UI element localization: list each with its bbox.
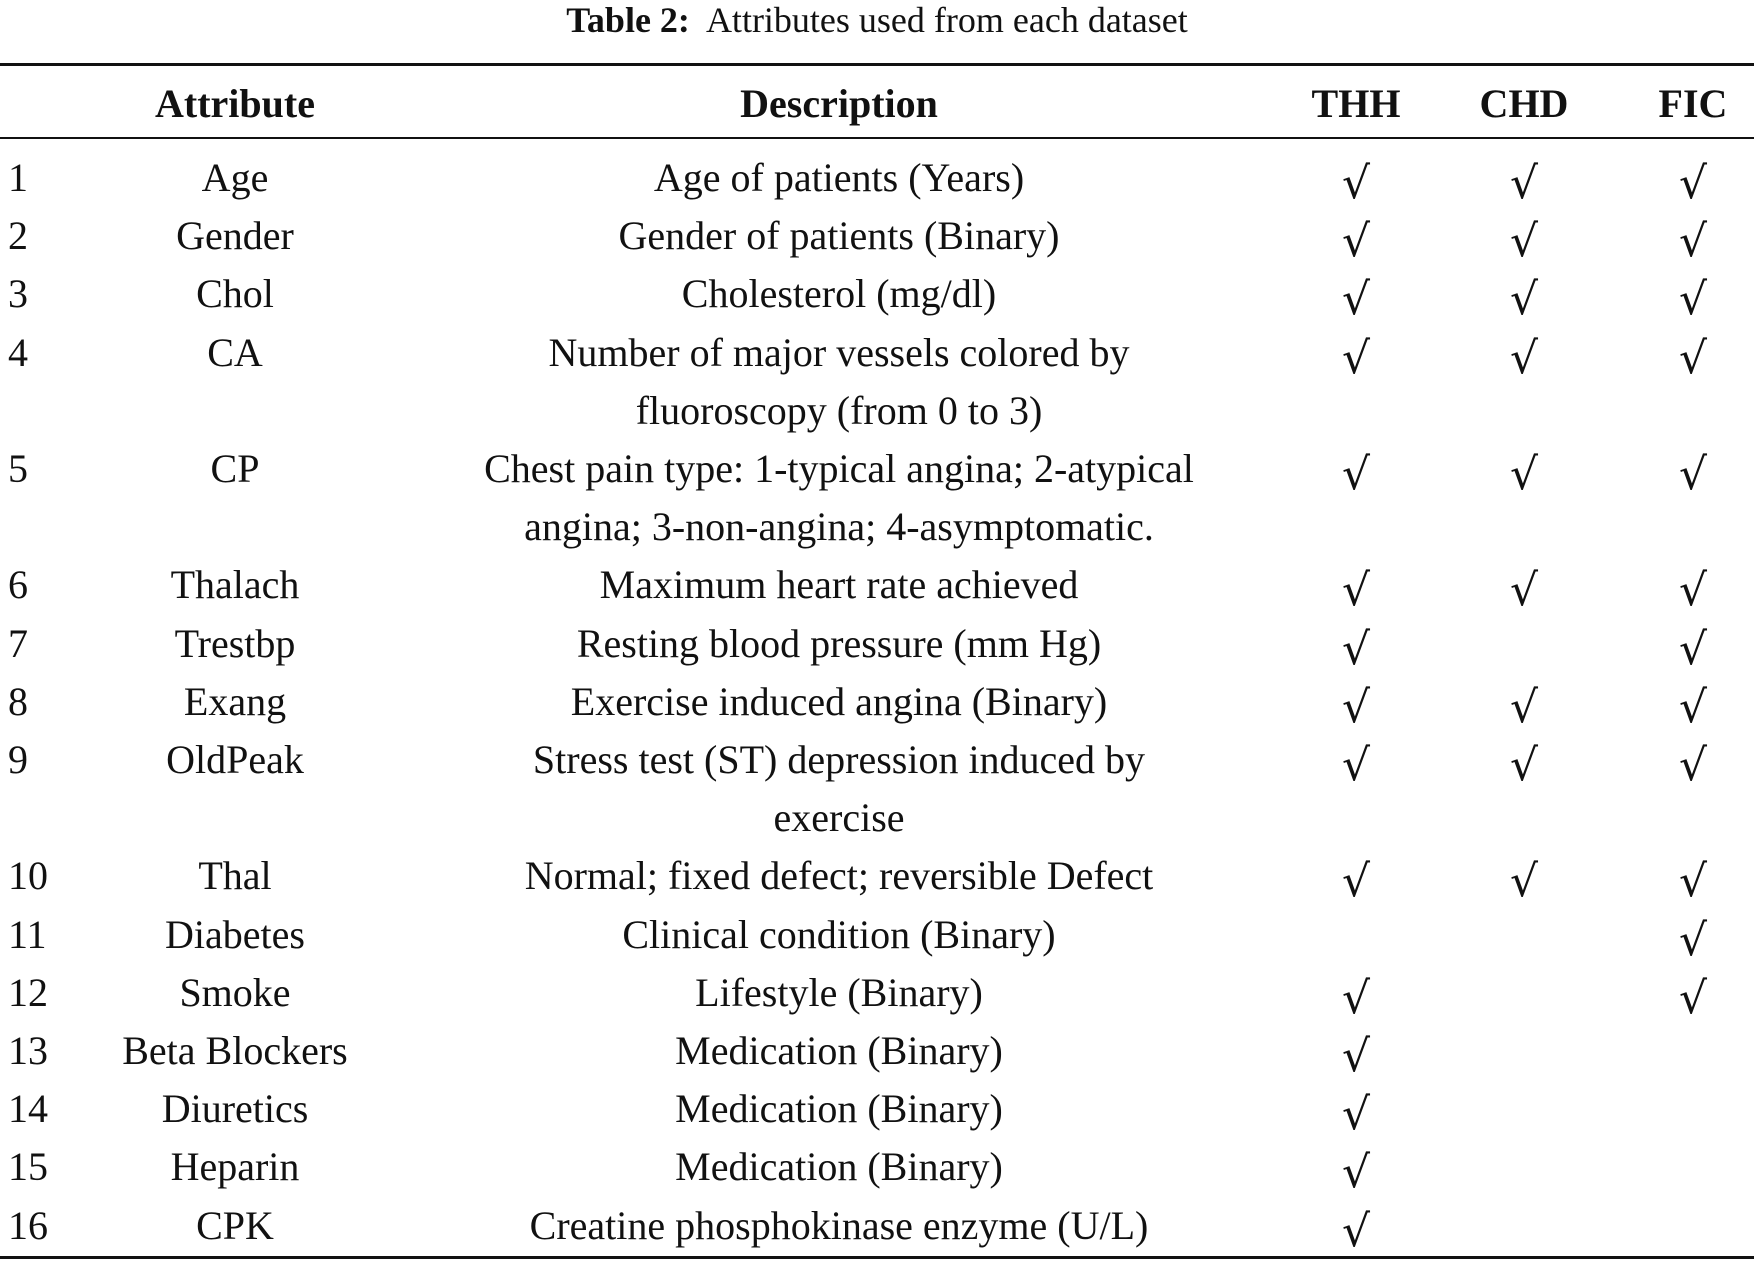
attribute-name: CA xyxy=(207,329,263,375)
checkmark-icon-chd: √ xyxy=(1509,332,1539,384)
checkmark-icon-thh: √ xyxy=(1341,1031,1371,1082)
checkmark-icon-thh: √ xyxy=(1341,565,1371,617)
attribute-name: CP xyxy=(210,446,260,491)
checkmark-icon-thh: √ xyxy=(1341,216,1371,268)
checkmark-icon-fic: √ xyxy=(1678,914,1708,966)
header-rule xyxy=(0,137,1754,139)
attribute-description: Normal; fixed defect; reversible Defect xyxy=(524,853,1154,899)
attribute-description: angina; 3-non-angina; 4-asymptomatic. xyxy=(524,504,1154,550)
header-fic: FIC xyxy=(1658,81,1728,126)
attribute-name: Diuretics xyxy=(161,1086,309,1132)
row-number: 8 xyxy=(8,678,28,724)
checkmark-icon-fic: √ xyxy=(1678,274,1708,326)
header-description: Description xyxy=(740,81,938,126)
checkmark-icon-thh: √ xyxy=(1341,623,1371,675)
bottom-rule xyxy=(0,1256,1754,1259)
attribute-description: Medication (Binary) xyxy=(675,1086,1003,1132)
checkmark-icon-fic: √ xyxy=(1678,158,1708,209)
checkmark-icon-thh: √ xyxy=(1341,158,1371,209)
caption-text: Attributes used from each dataset xyxy=(705,0,1188,40)
attribute-name: CPK xyxy=(196,1202,274,1248)
checkmark-icon-fic: √ xyxy=(1678,740,1708,791)
row-number: 14 xyxy=(8,1086,48,1132)
row-number: 1 xyxy=(8,155,28,200)
checkmark-icon-thh: √ xyxy=(1341,274,1371,326)
checkmark-icon-thh: √ xyxy=(1341,1205,1371,1257)
checkmark-icon-fic: √ xyxy=(1678,856,1708,908)
checkmark-icon-chd: √ xyxy=(1509,740,1539,791)
attribute-description: Medication (Binary) xyxy=(675,1028,1003,1073)
header-chd: CHD xyxy=(1479,81,1569,126)
attribute-name: Smoke xyxy=(179,969,291,1015)
row-number: 2 xyxy=(8,213,28,259)
row-number: 13 xyxy=(8,1028,48,1073)
row-number: 6 xyxy=(8,562,28,608)
attribute-description: Clinical condition (Binary) xyxy=(622,911,1056,957)
row-number: 3 xyxy=(8,271,28,317)
attribute-description: Creatine phosphokinase enzyme (U/L) xyxy=(529,1202,1149,1248)
attribute-description: Age of patients (Years) xyxy=(653,155,1025,200)
checkmark-icon-chd: √ xyxy=(1509,449,1539,500)
attribute-name: Thal xyxy=(198,853,272,899)
attribute-name: Diabetes xyxy=(165,911,305,957)
checkmark-icon-thh: √ xyxy=(1341,1089,1371,1141)
checkmark-icon-chd: √ xyxy=(1509,274,1539,326)
checkmark-icon-chd: √ xyxy=(1509,565,1539,617)
row-number: 16 xyxy=(8,1202,48,1248)
checkmark-icon-fic: √ xyxy=(1678,216,1708,268)
checkmark-icon-chd: √ xyxy=(1509,681,1539,733)
row-number: 10 xyxy=(8,853,48,899)
checkmark-icon-chd: √ xyxy=(1509,216,1539,268)
attribute-name: Beta Blockers xyxy=(122,1028,348,1073)
attribute-name: Thalach xyxy=(170,562,300,608)
attribute-description: Cholesterol (mg/dl) xyxy=(681,271,997,317)
checkmark-icon-chd: √ xyxy=(1509,158,1539,209)
caption-label: Table 2: xyxy=(566,0,690,40)
checkmark-icon-thh: √ xyxy=(1341,856,1371,908)
row-number: 9 xyxy=(8,737,28,782)
row-number: 15 xyxy=(8,1144,48,1190)
attribute-name: OldPeak xyxy=(166,737,304,782)
attribute-description: Medication (Binary) xyxy=(675,1144,1003,1190)
attribute-description: fluoroscopy (from 0 to 3) xyxy=(635,387,1043,433)
row-number: 7 xyxy=(8,620,28,666)
checkmark-icon-chd: √ xyxy=(1509,856,1539,908)
checkmark-icon-thh: √ xyxy=(1341,740,1371,791)
checkmark-icon-fic: √ xyxy=(1678,681,1708,733)
attribute-description: Exercise induced angina (Binary) xyxy=(570,678,1108,724)
checkmark-icon-thh: √ xyxy=(1341,1147,1371,1199)
row-number: 5 xyxy=(8,446,28,491)
attribute-description: Resting blood pressure (mm Hg) xyxy=(576,620,1102,666)
attribute-name: Heparin xyxy=(170,1144,300,1190)
row-number: 4 xyxy=(8,329,28,375)
table-caption: Table 2: Attributes used from each datas… xyxy=(0,0,1754,40)
checkmark-icon-thh: √ xyxy=(1341,332,1371,384)
attribute-name: Exang xyxy=(183,678,287,724)
header-attribute: Attribute xyxy=(155,81,315,126)
checkmark-icon-fic: √ xyxy=(1678,565,1708,617)
attribute-description: Gender of patients (Binary) xyxy=(618,213,1060,259)
checkmark-icon-thh: √ xyxy=(1341,681,1371,733)
attribute-description: Maximum heart rate achieved xyxy=(599,562,1079,608)
checkmark-icon-fic: √ xyxy=(1678,623,1708,675)
checkmark-icon-fic: √ xyxy=(1678,972,1708,1024)
checkmark-icon-thh: √ xyxy=(1341,972,1371,1024)
checkmark-icon-fic: √ xyxy=(1678,332,1708,384)
attribute-description: Chest pain type: 1-typical angina; 2-aty… xyxy=(484,446,1194,491)
checkmark-icon-thh: √ xyxy=(1341,449,1371,500)
attribute-name: Gender xyxy=(176,213,294,259)
row-number: 11 xyxy=(8,911,47,957)
attribute-description: Number of major vessels colored by xyxy=(548,329,1130,375)
header-thh: THH xyxy=(1311,81,1401,126)
attribute-description: exercise xyxy=(773,795,905,841)
top-rule xyxy=(0,63,1754,66)
attribute-description: Lifestyle (Binary) xyxy=(695,969,983,1015)
attribute-name: Chol xyxy=(196,271,274,317)
attribute-description: Stress test (ST) depression induced by xyxy=(532,737,1146,782)
row-number: 12 xyxy=(8,969,48,1015)
attribute-name: Trestbp xyxy=(174,620,296,666)
attribute-name: Age xyxy=(201,155,269,200)
checkmark-icon-fic: √ xyxy=(1678,449,1708,500)
